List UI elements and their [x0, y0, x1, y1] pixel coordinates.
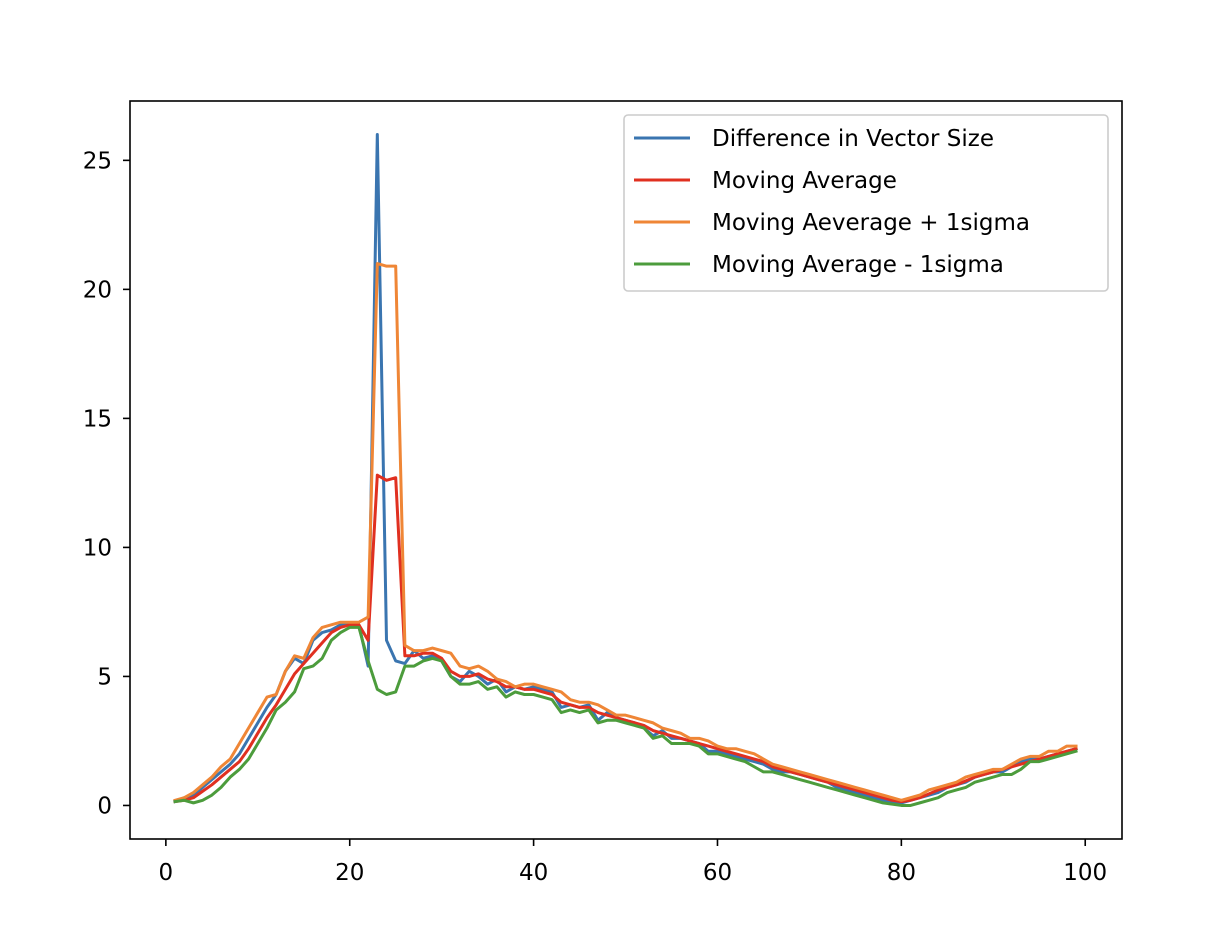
legend-label-0: Difference in Vector Size: [712, 126, 994, 152]
ticks-layer: 0 20 40 60 80 100 0 5 10 15 20 25: [83, 148, 1107, 886]
legend-box: [623, 114, 1109, 292]
x-tick-label: 0: [159, 860, 174, 886]
series-layer: [173, 133, 1078, 807]
x-tick-label: 40: [519, 860, 548, 886]
plot-frame: [129, 100, 1123, 840]
series-line-3: [173, 625, 1078, 807]
x-tick-label: 80: [887, 860, 916, 886]
legend: Difference in Vector Size Moving Average M…: [623, 114, 1109, 292]
y-tick-label: 10: [83, 535, 112, 561]
x-tick-label: 20: [335, 860, 364, 886]
legend-label-1: Moving Average: [712, 168, 897, 194]
series-line-1: [173, 473, 1078, 804]
legend-label-3: Moving Average - 1sigma: [712, 252, 1004, 278]
series-line-2: [173, 262, 1078, 803]
y-tick-label: 25: [83, 148, 112, 174]
y-tick-label: 0: [97, 793, 112, 819]
x-tick-label: 100: [1063, 860, 1107, 886]
legend-label-2: Moving Aeverage + 1sigma: [712, 210, 1030, 236]
x-tick-label: 60: [703, 860, 732, 886]
y-tick-label: 15: [83, 406, 112, 432]
y-tick-label: 5: [97, 664, 112, 690]
y-tick-label: 20: [83, 277, 112, 303]
